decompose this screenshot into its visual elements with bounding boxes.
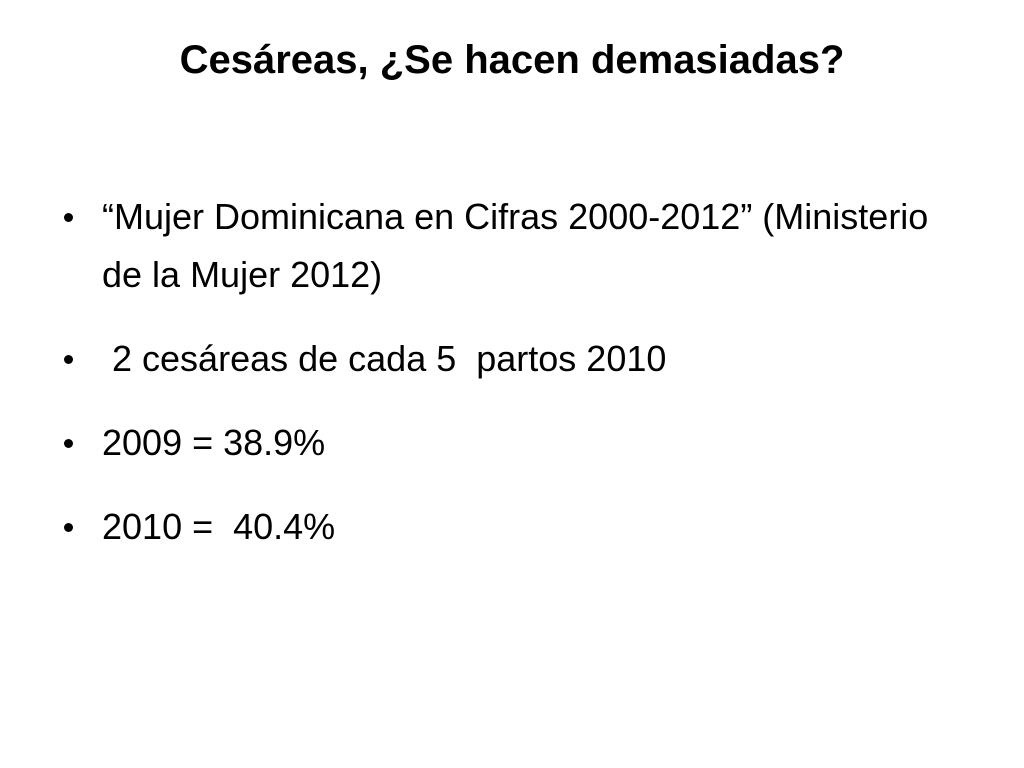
- bullet-item: 2009 = 38.9%: [60, 414, 940, 472]
- bullet-item: 2 cesáreas de cada 5 partos 2010: [60, 330, 940, 388]
- bullet-item: “Mujer Dominicana en Cifras 2000-2012” (…: [60, 188, 940, 304]
- bullet-list: “Mujer Dominicana en Cifras 2000-2012” (…: [60, 188, 940, 582]
- bullet-item: 2010 = 40.4%: [60, 498, 940, 556]
- slide-title: Cesáreas, ¿Se hacen demasiadas?: [179, 38, 845, 82]
